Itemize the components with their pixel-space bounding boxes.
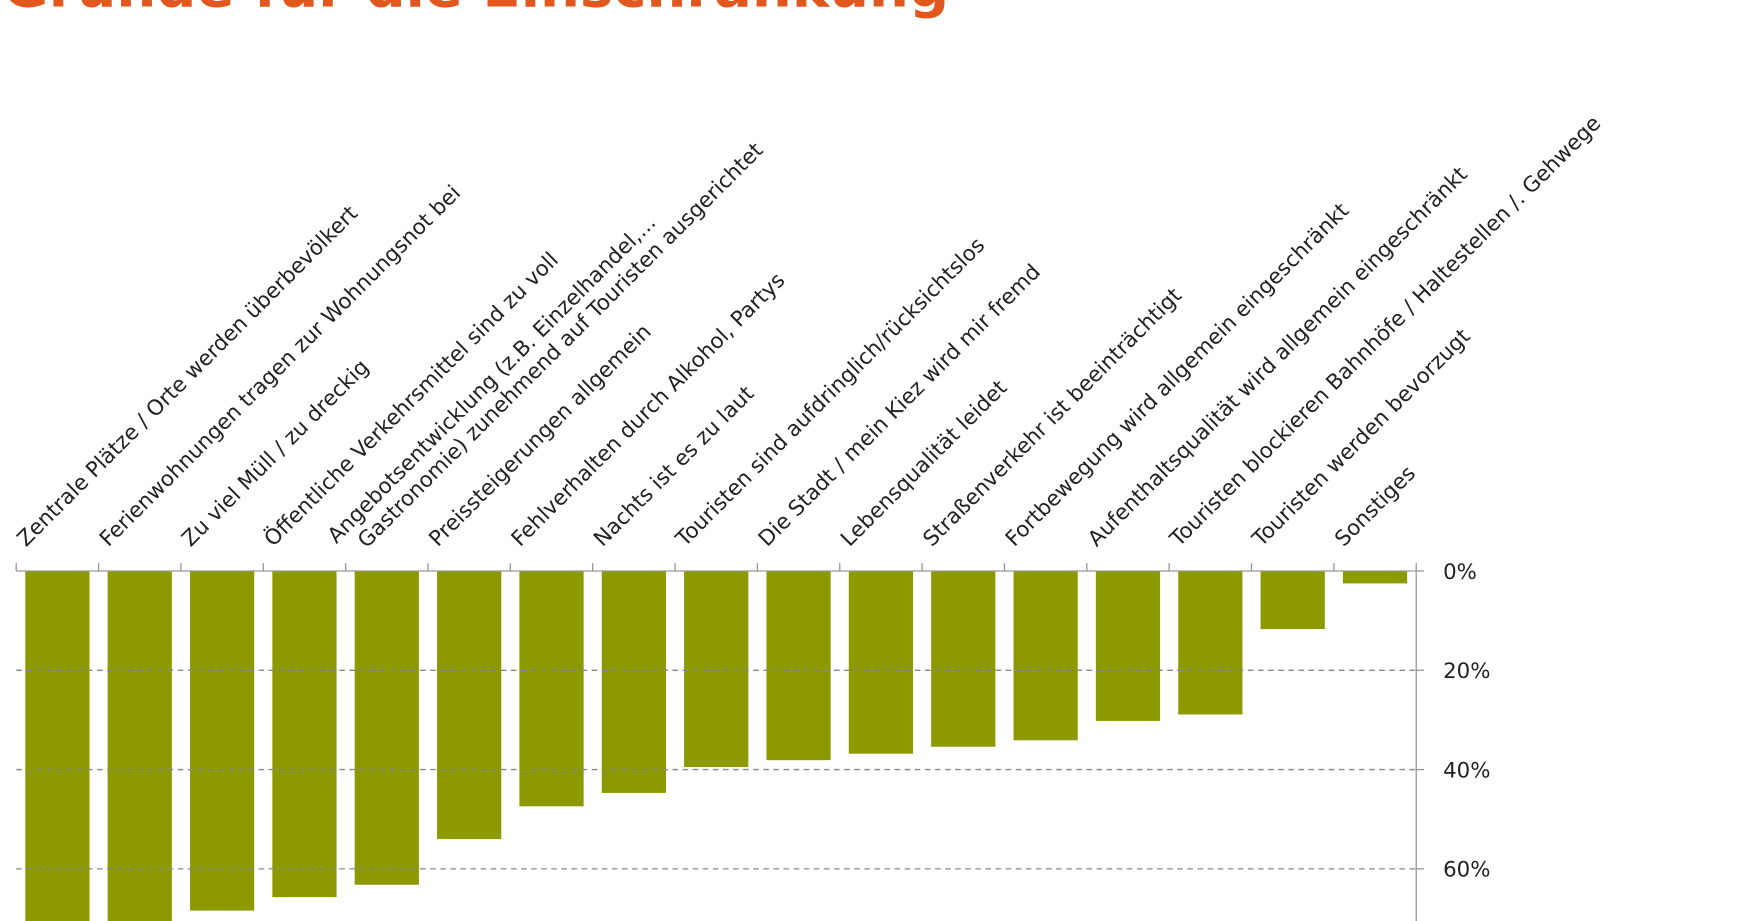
chart-title: Gründe für die Einschränkung xyxy=(3,0,949,21)
bar xyxy=(601,570,666,793)
x-tick-label: Sonstiges xyxy=(1330,461,1421,552)
bar xyxy=(848,570,914,754)
bar xyxy=(354,570,419,885)
bar xyxy=(272,570,337,898)
y-tick-label: 40% xyxy=(1443,758,1490,783)
x-tick-label: Nachts ist es zu laut xyxy=(589,381,759,551)
x-tick-label: Touristen sind aufdringlich/rücksichtslo… xyxy=(671,233,990,552)
bars xyxy=(25,570,1408,921)
bar xyxy=(1342,570,1408,584)
bar xyxy=(107,570,172,921)
bar xyxy=(766,570,831,761)
bar xyxy=(1013,570,1078,741)
x-tick-label: Aufenthaltsqualität wird allgemein einge… xyxy=(1083,162,1472,551)
bar xyxy=(189,570,255,911)
bar xyxy=(437,570,502,840)
bar xyxy=(931,570,996,747)
bar xyxy=(1178,570,1243,715)
bar xyxy=(1095,570,1161,721)
bar xyxy=(25,570,90,921)
y-tick-label: 0% xyxy=(1443,560,1477,585)
x-tick-label: Die Stadt / mein Kiez wird mir fremd xyxy=(754,260,1046,552)
bar xyxy=(519,570,584,807)
y-tick-label: 20% xyxy=(1443,659,1490,684)
x-tick-label: Lebensqualität leidet xyxy=(836,376,1012,552)
bar xyxy=(684,570,749,768)
y-tick-label: 60% xyxy=(1443,858,1490,883)
bar xyxy=(1260,570,1325,630)
